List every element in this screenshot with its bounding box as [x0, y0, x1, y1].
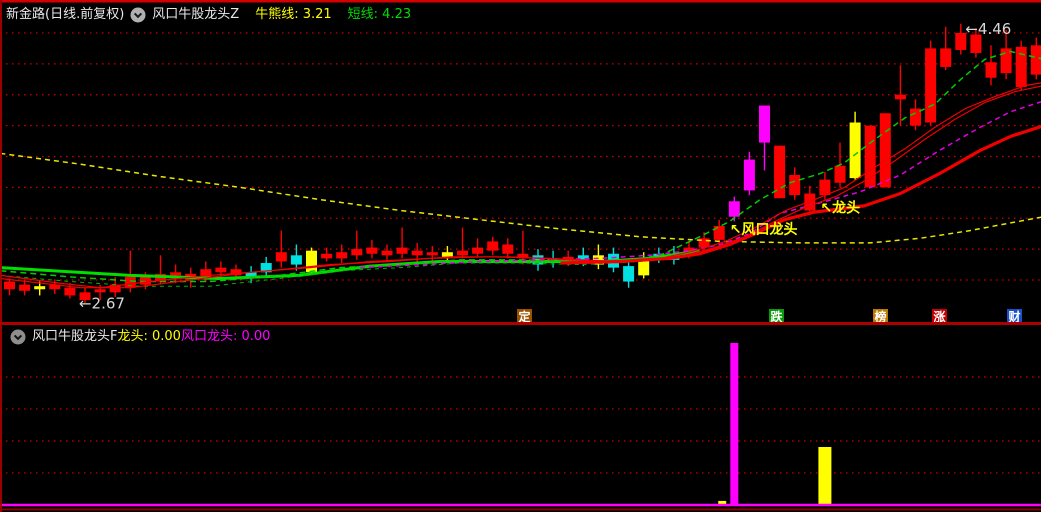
svg-text:←4.46: ←4.46 — [965, 20, 1011, 38]
annotations-layer: ←2.67 ←4.46 ↖风口龙头 ↖龙头 — [79, 20, 1011, 312]
signal-bar — [818, 447, 832, 505]
svg-text:↖龙头: ↖龙头 — [820, 199, 860, 216]
sub-collapse-chevron-icon[interactable] — [10, 329, 26, 345]
svg-text:跌: 跌 — [770, 309, 783, 324]
window-left-border — [0, 0, 2, 512]
red-ma-fast — [0, 82, 1041, 289]
stock-title: 新金路(日线.前复权) — [6, 7, 125, 22]
red-ma-slow-thick — [560, 124, 1041, 265]
window-top-border — [0, 0, 1041, 3]
svg-text:↖风口龙头: ↖风口龙头 — [730, 221, 798, 238]
svg-text:←2.67: ←2.67 — [79, 294, 125, 312]
ma-lines-layer — [0, 50, 1041, 289]
svg-text:定: 定 — [518, 309, 530, 324]
green-solid-ma — [0, 249, 700, 280]
bull-bear-metric: 牛熊线: 3.21 — [255, 7, 332, 22]
short-line-ma — [0, 50, 1041, 283]
main-chart-header: 新金路(日线.前复权) 风口牛股龙头Z 牛熊线: 3.21 短线: 4.23 — [6, 5, 411, 25]
sub-chart-header: 风口牛股龙头F 龙头: 0.00 风口龙头: 0.00 — [4, 327, 270, 347]
sub-gridlines-layer — [0, 376, 1041, 474]
sub-chart[interactable] — [0, 340, 1041, 512]
svg-text:榜: 榜 — [874, 309, 886, 324]
signal-bar — [718, 500, 727, 505]
short-line-metric: 短线: 4.23 — [347, 7, 412, 22]
collapse-chevron-icon[interactable] — [130, 7, 146, 23]
main-chart[interactable]: 定 跌 榜 涨 财 ←2.67 ←4.46 ↖风口龙头 ↖龙头 — [0, 0, 1041, 326]
bull-bear-ma — [0, 152, 1041, 244]
signal-bar — [730, 343, 739, 505]
fengkou-longtou-metric: 风口龙头: 0.00 — [180, 329, 271, 344]
svg-text:财: 财 — [1007, 309, 1020, 324]
longtou-metric: 龙头: 0.00 — [117, 329, 181, 344]
svg-text:涨: 涨 — [933, 309, 945, 324]
signal-bars-layer — [718, 343, 832, 505]
sub-indicator-name: 风口牛股龙头F — [32, 329, 118, 344]
watermarks-layer: 定跌榜涨财 — [517, 309, 1022, 324]
green-dash-ma-2 — [0, 253, 690, 287]
main-indicator-name: 风口牛股龙头Z — [152, 7, 240, 22]
panel-divider[interactable] — [0, 322, 1041, 325]
